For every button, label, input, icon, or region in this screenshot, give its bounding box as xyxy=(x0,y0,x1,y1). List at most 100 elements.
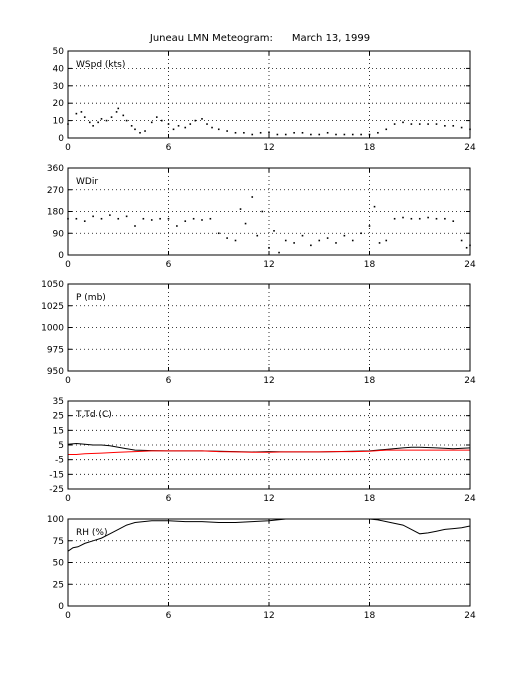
data-point xyxy=(318,239,321,242)
data-point xyxy=(239,208,242,210)
data-point xyxy=(75,112,78,115)
data-point xyxy=(83,116,86,118)
x-tick-label: 6 xyxy=(166,376,172,386)
data-point xyxy=(402,121,404,124)
data-point xyxy=(385,128,388,131)
data-point xyxy=(444,217,446,220)
data-point xyxy=(377,131,379,134)
data-point xyxy=(310,133,312,136)
data-point xyxy=(115,111,118,113)
data-point xyxy=(176,225,178,227)
data-point xyxy=(444,125,446,127)
data-point xyxy=(80,111,83,113)
y-tick-label: 20 xyxy=(53,99,65,109)
y-tick-label: 50 xyxy=(53,47,65,57)
data-point xyxy=(150,121,153,124)
series-line-secondary xyxy=(68,449,470,455)
data-point xyxy=(109,214,111,216)
data-point xyxy=(326,237,329,239)
data-point xyxy=(142,217,145,220)
data-point xyxy=(234,239,237,242)
data-point xyxy=(209,217,212,220)
y-tick-label: 1000 xyxy=(41,324,64,334)
data-point xyxy=(378,242,381,244)
x-tick-label: 6 xyxy=(166,260,172,270)
data-point xyxy=(435,217,438,220)
data-point xyxy=(301,131,304,134)
x-tick-label: 18 xyxy=(364,260,376,270)
data-point xyxy=(261,210,264,213)
x-tick-label: 12 xyxy=(263,494,274,504)
data-point xyxy=(83,220,86,222)
data-point xyxy=(343,234,346,237)
y-tick-label: 270 xyxy=(47,186,64,196)
data-point xyxy=(452,125,455,127)
data-point xyxy=(373,205,376,208)
y-tick-label: 0 xyxy=(58,251,64,261)
y-tick-label: 30 xyxy=(53,82,65,92)
data-point xyxy=(161,119,163,122)
data-point xyxy=(418,123,421,125)
data-point xyxy=(351,133,354,136)
data-point xyxy=(293,242,295,244)
data-point xyxy=(144,130,146,132)
data-point xyxy=(427,123,429,125)
data-point xyxy=(134,225,136,227)
y-tick-label: -5 xyxy=(55,456,64,466)
data-point xyxy=(159,217,161,220)
data-point xyxy=(105,119,108,122)
x-tick-label: 24 xyxy=(464,494,476,504)
data-point xyxy=(276,133,279,136)
y-tick-label: 15 xyxy=(53,426,64,436)
data-point xyxy=(318,133,321,136)
y-tick-label: 25 xyxy=(53,412,64,422)
data-point xyxy=(251,133,254,136)
panel-label: WDir xyxy=(76,177,98,187)
data-point xyxy=(427,216,429,219)
data-point xyxy=(410,123,413,125)
data-point xyxy=(460,239,463,242)
data-point xyxy=(402,216,404,219)
x-tick-label: 6 xyxy=(166,494,172,504)
data-point xyxy=(234,131,237,134)
x-tick-label: 12 xyxy=(263,260,274,270)
data-point xyxy=(326,131,329,134)
data-point xyxy=(393,123,396,125)
x-tick-label: 0 xyxy=(65,260,71,270)
data-point xyxy=(343,133,346,136)
data-point xyxy=(284,133,287,136)
data-point xyxy=(184,126,187,129)
y-tick-label: 25 xyxy=(53,580,64,590)
data-point xyxy=(134,128,136,131)
data-point xyxy=(226,237,228,239)
data-point xyxy=(418,217,421,220)
data-point xyxy=(243,131,245,134)
x-tick-label: 12 xyxy=(263,143,274,153)
y-tick-label: 35 xyxy=(53,397,64,407)
data-point xyxy=(206,123,208,125)
data-point xyxy=(139,131,141,134)
data-point xyxy=(194,119,197,122)
x-tick-label: 12 xyxy=(263,376,274,386)
data-point xyxy=(293,131,295,134)
panel-label: T,Td (C) xyxy=(75,410,112,420)
data-point xyxy=(150,219,153,221)
data-point xyxy=(259,131,262,134)
x-tick-label: 18 xyxy=(364,494,376,504)
data-point xyxy=(184,220,187,222)
data-point xyxy=(460,126,463,129)
data-point xyxy=(360,232,362,235)
y-tick-label: 180 xyxy=(47,208,64,218)
data-point xyxy=(172,128,175,131)
data-point xyxy=(100,118,103,120)
x-tick-label: 18 xyxy=(364,376,376,386)
data-point xyxy=(211,126,213,129)
data-point xyxy=(201,118,203,120)
x-tick-label: 12 xyxy=(263,611,274,621)
x-tick-label: 24 xyxy=(464,611,476,621)
data-point xyxy=(217,128,220,131)
data-point xyxy=(335,242,337,244)
data-point xyxy=(130,125,133,127)
data-point xyxy=(88,121,91,124)
